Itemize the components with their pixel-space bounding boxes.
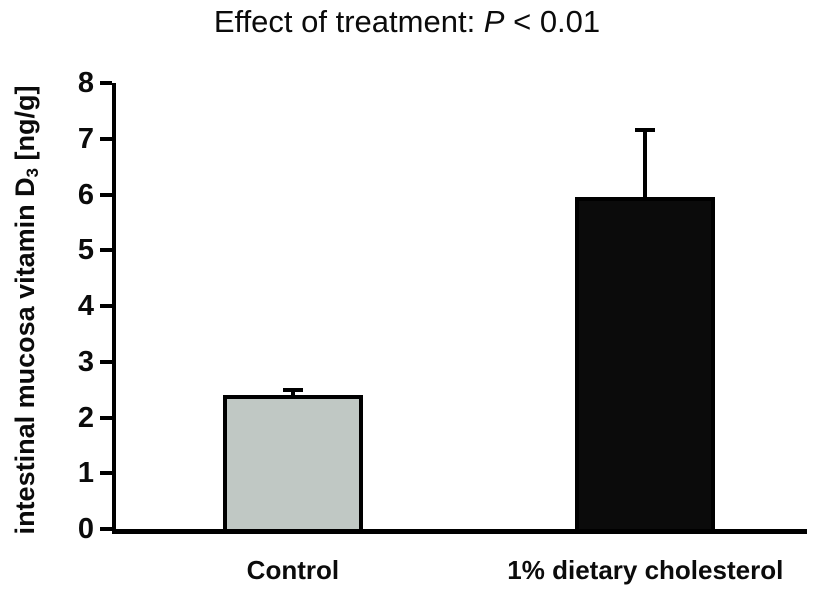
y-axis-title: intestinal mucosa vitamin D3 [ng/g]	[9, 55, 43, 565]
y-axis-tick-label: 8	[77, 67, 94, 99]
chart-title-text: Effect of treatment:	[213, 4, 484, 39]
y-axis-tick-label: 1	[77, 457, 94, 490]
y-axis-title-subscript: 3	[23, 168, 43, 178]
y-axis-tick-label: 2	[77, 401, 94, 434]
y-axis-tick-label: 4	[77, 290, 94, 322]
y-axis-tick-label: 7	[77, 122, 94, 155]
y-axis-tick-label: 0	[77, 513, 94, 545]
y-axis-tick	[100, 471, 112, 476]
y-axis-tick-label: 3	[77, 345, 94, 378]
x-category-label: Control	[246, 555, 340, 585]
y-axis-tick	[100, 81, 112, 85]
x-category-label: 1% dietary cholesterol	[507, 555, 784, 585]
y-axis-line	[112, 83, 116, 534]
error-bar-cap	[282, 387, 303, 392]
y-axis-tick-label: 5	[77, 234, 94, 267]
error-bar-whisker	[290, 389, 295, 396]
y-axis-tick	[100, 359, 112, 364]
y-axis-tick	[100, 415, 112, 420]
chart-title-p-symbol: P	[483, 4, 505, 39]
error-bar-whisker	[643, 130, 648, 198]
bar-treatment	[575, 197, 716, 529]
y-axis-tick	[100, 304, 112, 308]
bar-control	[222, 395, 363, 529]
y-axis-tick	[100, 527, 112, 531]
y-axis-tick	[100, 136, 112, 141]
plot-area: 0 1 2 3 4 5 6 7 8 Control 1% dietary cholesterol	[78, 68, 807, 585]
y-axis-title-text: intestinal mucosa vitamin D	[10, 177, 40, 535]
y-axis-title-unit: [ng/g]	[10, 85, 40, 169]
chart-title: Effect of treatment: P < 0.01	[0, 4, 814, 40]
error-bar-cap	[635, 128, 656, 133]
y-axis-tick	[100, 248, 112, 253]
x-axis-line	[112, 529, 807, 534]
chart-title-p-value: < 0.01	[504, 4, 601, 39]
y-axis-tick-label: 6	[77, 178, 94, 211]
y-axis-tick	[100, 192, 112, 197]
